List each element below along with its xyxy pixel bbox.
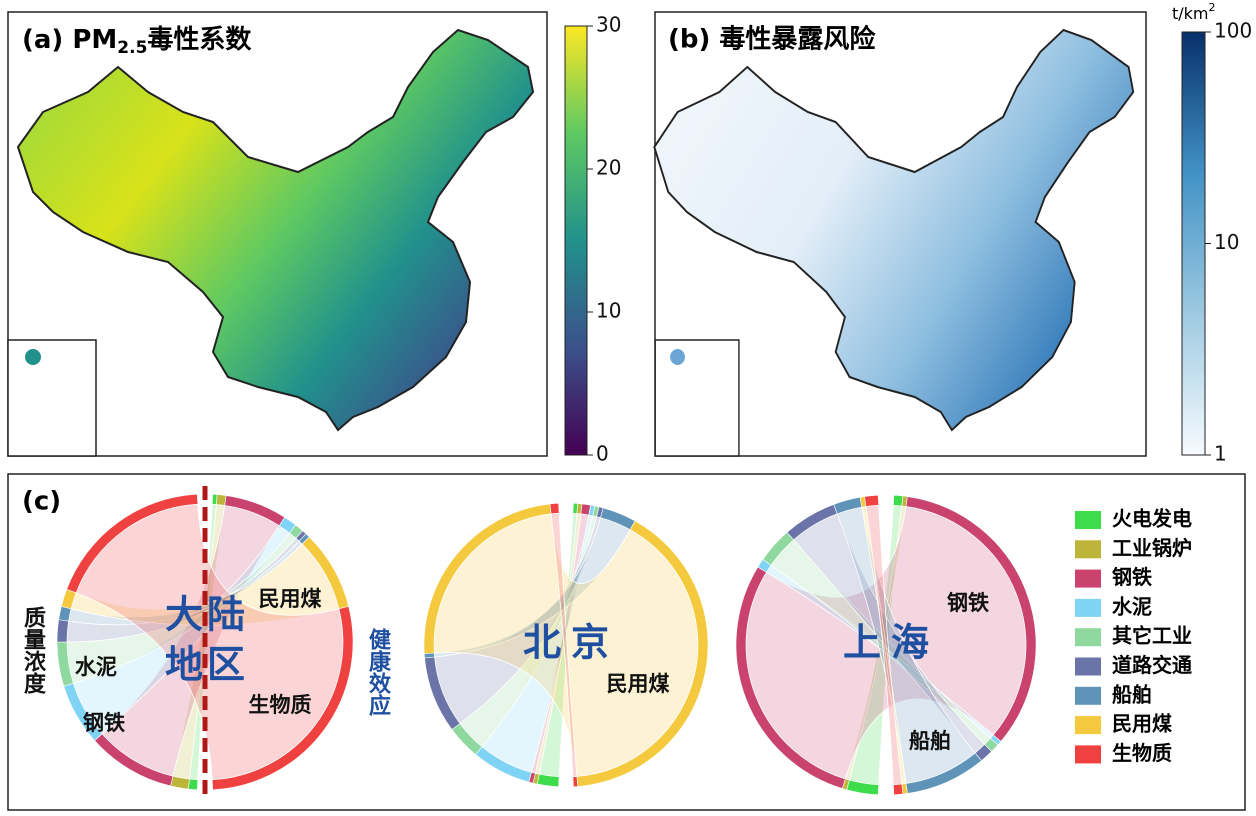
segment-label: 钢铁 [947,591,989,615]
center-label: 区 [207,643,245,687]
legend-swatch [1075,745,1101,764]
legend-label: 水泥 [1112,594,1152,618]
chord-arc [572,776,579,788]
legend-swatch [1075,569,1101,588]
center-label: 上 [843,621,881,665]
legend-label: 火电发电 [1112,507,1192,531]
colorbar-unit: t/km2 [1172,1,1216,23]
legend-label: 工业锅炉 [1112,536,1192,560]
chord-arc [893,494,904,507]
chord-arc [187,778,199,791]
colorbar-tick-label: 10 [596,299,621,323]
panel-a-title: (a) PM2.5毒性系数 [22,25,252,59]
center-label: 京 [571,621,609,665]
legend-swatch [1075,598,1101,617]
colorbar-body [1181,31,1206,456]
legend-swatch [1075,540,1101,559]
colorbar-tick-label: 100 [1214,19,1252,43]
chord-arc [56,619,69,643]
center-label: 陆 [207,593,245,637]
chord-diagrams: 大陆地 区民用煤生物质水泥钢铁质量浓度 健康效应北京民用煤上 海钢铁船舶 [20,486,1037,798]
center-label: 北 [523,621,561,665]
legend-label: 其它工业 [1112,624,1192,648]
colorbar-b: 1 10 100 [1181,19,1252,466]
chord-arc [211,606,354,791]
center-label: 地 [165,643,203,687]
legend-label: 生物质 [1112,741,1172,765]
legend-label: 道路交通 [1112,653,1192,677]
legend-swatch [1075,511,1101,529]
segment-label: 船舶 [909,729,951,753]
segment-label: 生物质 [249,693,312,717]
chord-arc [864,494,879,507]
axis-label-right: 健康效应 [365,627,391,717]
legend-label: 钢铁 [1112,565,1152,589]
colorbar-tick-label: 30 [596,13,621,37]
segment-label: 民用煤 [259,587,322,611]
panel-b-title: (b) 毒性暴露风险 [668,24,876,55]
legend-swatch [1075,686,1101,705]
chord-arc [66,493,199,594]
colorbar-tick-label: 1 [1214,442,1227,466]
segment-label: 水泥 [75,655,117,679]
colorbar-a: 0 10 20 30 [564,13,621,466]
legend-swatch [1075,628,1101,647]
legend-swatch [1075,657,1101,676]
axis-label-left: 质量浓度 [20,606,46,695]
colorbar-body [564,25,588,456]
chord-arc [893,783,904,796]
colorbar-tick-label: 10 [1214,230,1239,254]
legend-swatch [1075,716,1101,735]
chord-arc [549,502,560,515]
map-a [7,29,534,457]
colorbar-tick-label: 0 [596,442,609,466]
colorbar-tick-label: 20 [596,156,621,180]
center-label: 大 [165,593,203,637]
panel-c-label: (c) [22,487,61,517]
legend-label: 民用煤 [1112,712,1172,736]
legend-label: 船舶 [1112,682,1152,706]
map-b [653,29,1135,457]
segment-label: 民用煤 [607,672,670,696]
segment-label: 钢铁 [83,711,125,735]
center-label: 海 [891,621,929,665]
